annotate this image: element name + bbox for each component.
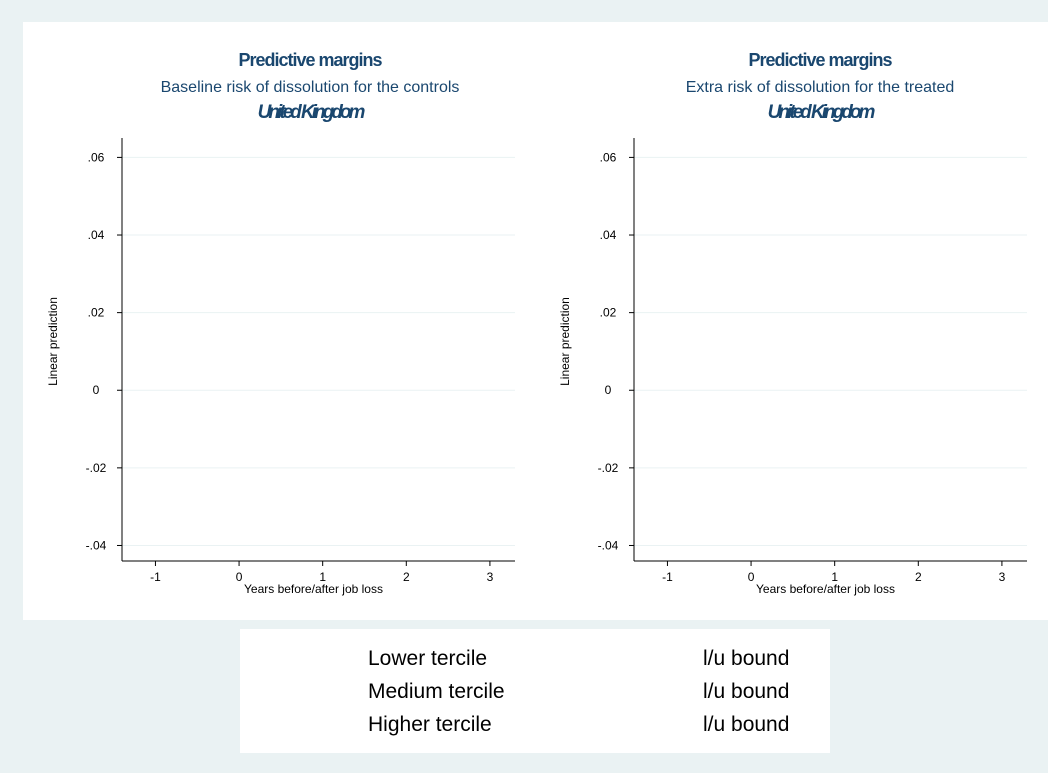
legend-label-lower-tercile: Lower tercile [368, 647, 488, 670]
y-tick-label: 0 [93, 383, 100, 397]
left-panel-subtitle: Baseline risk of dissolution for the con… [160, 79, 460, 96]
legend: Lower tercile l/u bound Medium tercile l… [240, 629, 830, 753]
x-tick-label: -1 [150, 570, 161, 584]
x-tick-label: 0 [236, 570, 243, 584]
y-tick-label: .04 [600, 228, 617, 242]
right-panel: .06 .04 .02 0 -.02 -.04 -1 0 1 2 3 Years before/aft… [558, 138, 1027, 596]
left-panel-title: Predictive margins [238, 50, 382, 70]
y-tick-label: 0 [605, 383, 612, 397]
x-axis-title: Years before/after job loss [244, 582, 383, 596]
y-tick-label: -.02 [598, 461, 619, 475]
right-panel-subtitle: Extra risk of dissolution for the treate… [685, 79, 955, 96]
y-tick-label: .02 [88, 306, 105, 320]
y-tick-label: -.04 [86, 538, 107, 552]
y-axis-title: Linear prediction [46, 297, 60, 386]
y-tick-label: .06 [88, 150, 105, 164]
legend-label-higher-bound: l/u bound [703, 713, 790, 736]
left-panel: .06 .04 .02 0 -.02 -.04 -1 0 1 2 3 Years before/aft… [46, 138, 515, 596]
y-tick-label: -.04 [598, 538, 619, 552]
x-tick-label: 1 [831, 570, 838, 584]
x-tick-label: 3 [999, 570, 1006, 584]
y-tick-label: -.02 [86, 461, 107, 475]
y-axis-title: Linear prediction [558, 297, 572, 386]
legend-label-higher-tercile: Higher tercile [368, 713, 492, 736]
y-tick-label: .02 [600, 306, 617, 320]
legend-row-lower: Lower tercile l/u bound [240, 647, 830, 677]
plot-region: Predictive margins Baseline risk of diss… [23, 22, 1048, 620]
x-tick-label: 2 [915, 570, 922, 584]
x-tick-label: 1 [319, 570, 326, 584]
x-axis-title: Years before/after job loss [756, 582, 895, 596]
x-tick-label: 2 [403, 570, 410, 584]
x-tick-label: 3 [487, 570, 494, 584]
x-tick-label: 0 [748, 570, 755, 584]
legend-row-medium: Medium tercile l/u bound [240, 680, 830, 710]
right-panel-title: Predictive margins [748, 50, 892, 70]
y-tick-label: .04 [88, 228, 105, 242]
legend-label-medium-bound: l/u bound [703, 680, 790, 703]
right-panel-note: United Kingdom [767, 102, 876, 123]
x-tick-label: -1 [662, 570, 673, 584]
left-panel-note: United Kingdom [257, 102, 366, 123]
legend-label-lower-bound: l/u bound [703, 647, 790, 670]
y-tick-label: .06 [600, 150, 617, 164]
legend-row-higher: Higher tercile l/u bound [240, 713, 830, 743]
legend-label-medium-tercile: Medium tercile [368, 680, 505, 703]
charts-svg: .06 .04 .02 0 -.02 -.04 -1 0 1 2 3 Years before/aft… [46, 138, 1027, 596]
